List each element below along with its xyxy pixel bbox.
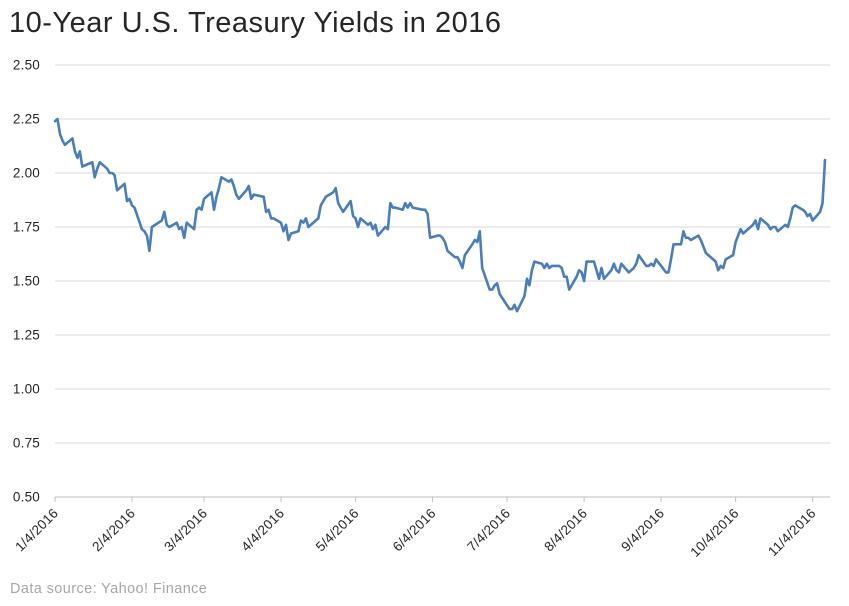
y-tick-label: 2.50 xyxy=(13,58,40,73)
yield-line xyxy=(53,117,827,313)
source-note: Data source: Yahoo! Finance xyxy=(10,581,208,597)
x-axis-labels: 1/4/2016 2/4/2016 3/4/2016 4/4/2016 5/4/2016… xyxy=(12,506,819,560)
y-axis-labels: 2.50 2.25 2.00 1.75 1.50 1.25 1.00 0.75 0.50 xyxy=(13,58,40,505)
yield-series xyxy=(53,117,827,313)
y-tick-label: 2.00 xyxy=(13,166,40,181)
y-tick-label: 2.25 xyxy=(13,112,40,127)
x-tick-label: 6/4/2016 xyxy=(390,506,439,555)
chart-title: 10-Year U.S. Treasury Yields in 2016 xyxy=(9,7,502,39)
gridlines xyxy=(55,64,830,444)
x-tick-label: 3/4/2016 xyxy=(161,506,210,555)
x-tick-label: 1/4/2016 xyxy=(12,506,61,555)
x-tick-label: 9/4/2016 xyxy=(618,506,667,555)
x-tick-label: 5/4/2016 xyxy=(313,506,362,555)
y-tick-label: 0.50 xyxy=(13,490,40,505)
y-tick-label: 1.75 xyxy=(13,220,40,235)
x-tick-label: 10/4/2016 xyxy=(687,506,741,560)
x-tick-label: 8/4/2016 xyxy=(541,506,590,555)
x-tick-label: 7/4/2016 xyxy=(464,506,513,555)
y-tick-label: 1.50 xyxy=(13,274,40,289)
y-tick-label: 1.25 xyxy=(13,328,40,343)
x-tick-label: 2/4/2016 xyxy=(89,506,138,555)
x-tick-label: 11/4/2016 xyxy=(765,506,819,560)
y-tick-label: 0.75 xyxy=(13,436,40,451)
y-tick-label: 1.00 xyxy=(13,382,40,397)
x-axis xyxy=(54,496,830,502)
x-tick-label: 4/4/2016 xyxy=(238,506,287,555)
